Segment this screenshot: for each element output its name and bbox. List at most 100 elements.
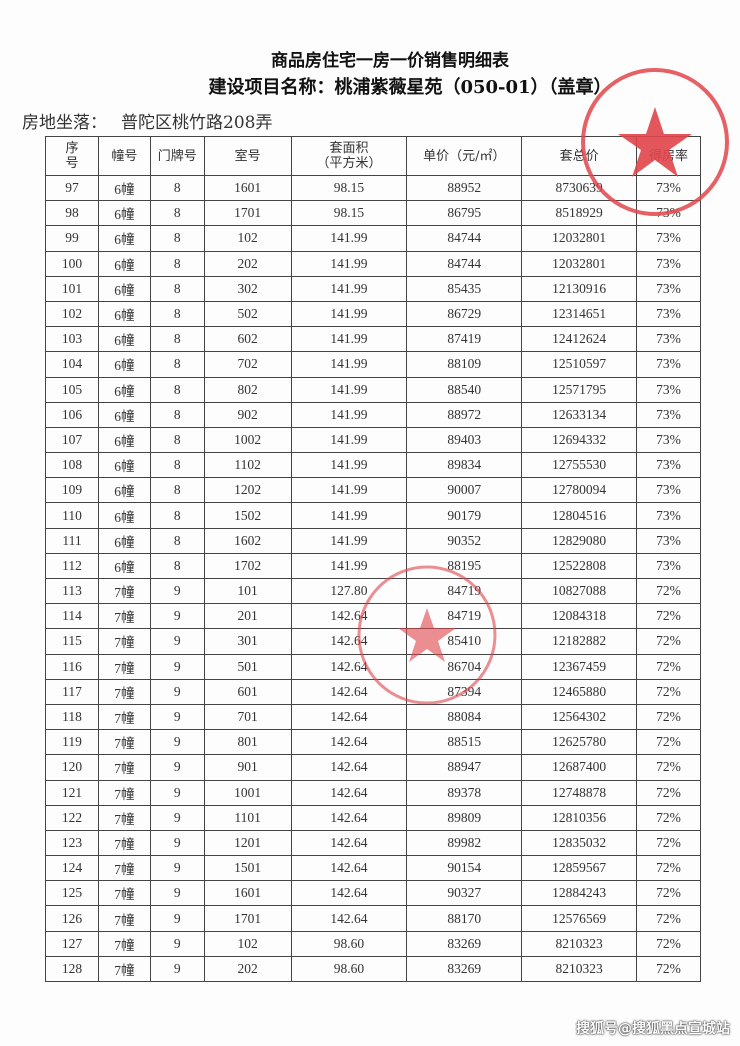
table-row: 111 6幢 8 1602 141.99 90352 12829080 73%: [45, 527, 701, 554]
table-cell: 12084318: [521, 603, 638, 630]
table-cell: 701: [203, 703, 292, 731]
table-cell: 9: [149, 905, 205, 932]
table-row: 99 6幢 8 102 141.99 84744 12032801 73%: [45, 225, 701, 252]
table-cell: 601: [203, 678, 292, 705]
table-row: 107 6幢 8 1002 141.99 89403 12694332 73%: [45, 426, 701, 454]
table-cell: 141.99: [290, 477, 408, 504]
table-cell: 111: [45, 527, 99, 554]
table-cell: 6幢: [97, 452, 151, 479]
table-cell: 126: [45, 905, 99, 932]
table-row: 121 7幢 9 1001 142.64 89378 12748878 72%: [45, 779, 701, 806]
table-cell: 110: [45, 502, 99, 529]
table-cell: 102: [45, 300, 99, 328]
table-cell: 8730639: [521, 174, 638, 202]
table-cell: 88540: [406, 376, 523, 403]
table-cell: 7幢: [97, 577, 151, 605]
column-header: 门牌号: [149, 136, 205, 176]
table-cell: 7幢: [97, 729, 151, 756]
table-cell: 98.15: [290, 200, 408, 227]
sales-detail-table: 序号幢号 门牌号 室号 套面积 （平方米） 单价（元/㎡） 套总价 得房率 97 6幢 8 1601…: [45, 136, 701, 983]
table-cell: 141.99: [290, 250, 408, 277]
table-row: 117 7幢 9 601 142.64 87394 12465880 72%: [45, 678, 701, 705]
table-cell: 8: [149, 351, 205, 378]
column-header: 室号: [203, 136, 292, 176]
table-row: 122 7幢 9 1101 142.64 89809 12810356 72%: [45, 804, 701, 831]
table-cell: 90327: [406, 880, 523, 907]
table-cell: 142.64: [290, 905, 408, 932]
table-cell: 106: [45, 401, 99, 428]
table-cell: 6幢: [97, 351, 151, 378]
table-cell: 114: [45, 603, 99, 630]
table-cell: 8518929: [521, 200, 638, 227]
table-cell: 142.64: [290, 678, 408, 705]
table-cell: 1701: [203, 200, 292, 227]
table-cell: 102: [203, 225, 292, 252]
table-cell: 141.99: [290, 502, 408, 529]
table-cell: 141.99: [290, 326, 408, 353]
table-cell: 103: [45, 326, 99, 353]
table-cell: 8: [149, 200, 205, 227]
table-cell: 142.64: [290, 603, 408, 630]
table-cell: 72%: [636, 603, 701, 630]
table-cell: 202: [203, 955, 292, 983]
table-cell: 141.99: [290, 527, 408, 554]
table-cell: 141.99: [290, 552, 408, 580]
table-cell: 113: [45, 577, 99, 605]
table-cell: 127: [45, 930, 99, 957]
table-row: 127 7幢 9 102 98.60 83269 8210323 72%: [45, 930, 701, 957]
table-cell: 72%: [636, 703, 701, 731]
table-row: 104 6幢 8 702 141.99 88109 12510597 73%: [45, 351, 701, 378]
table-cell: 142.64: [290, 729, 408, 756]
table-cell: 141.99: [290, 300, 408, 328]
table-row: 128 7幢 9 202 98.60 83269 8210323 72%: [45, 955, 701, 983]
table-cell: 12367459: [521, 653, 638, 680]
table-cell: 142.64: [290, 855, 408, 882]
table-cell: 142.64: [290, 703, 408, 731]
table-cell: 1601: [203, 880, 292, 907]
table-row: 98 6幢 8 1701 98.15 86795 8518929 73%: [45, 200, 701, 227]
table-row: 112 6幢 8 1702 141.99 88195 12522808 73%: [45, 552, 701, 580]
table-row: 105 6幢 8 802 141.99 88540 12571795 73%: [45, 376, 701, 403]
table-cell: 72%: [636, 829, 701, 857]
table-cell: 12412624: [521, 326, 638, 353]
table-cell: 7幢: [97, 754, 151, 781]
table-cell: 98.60: [290, 955, 408, 983]
table-cell: 90154: [406, 855, 523, 882]
table-cell: 122: [45, 804, 99, 831]
table-cell: 6幢: [97, 502, 151, 529]
table-cell: 8210323: [521, 955, 638, 983]
table-cell: 73%: [636, 401, 701, 428]
table-row: 113 7幢 9 101 127.80 84719 10827088 72%: [45, 577, 701, 605]
table-cell: 142.64: [290, 653, 408, 680]
table-cell: 1102: [203, 452, 292, 479]
table-cell: 142.64: [290, 804, 408, 831]
table-cell: 87394: [406, 678, 523, 705]
table-cell: 72%: [636, 955, 701, 983]
table-cell: 88170: [406, 905, 523, 932]
table-cell: 12576569: [521, 905, 638, 932]
table-cell: 6幢: [97, 477, 151, 504]
table-cell: 73%: [636, 376, 701, 403]
table-cell: 124: [45, 855, 99, 882]
table-cell: 101: [45, 275, 99, 302]
table-cell: 502: [203, 300, 292, 328]
table-cell: 105: [45, 376, 99, 403]
table-cell: 99: [45, 225, 99, 252]
table-cell: 84719: [406, 577, 523, 605]
table-cell: 108: [45, 452, 99, 479]
table-cell: 73%: [636, 527, 701, 554]
table-cell: 8: [149, 527, 205, 554]
column-header: 幢号: [97, 136, 151, 176]
table-cell: 118: [45, 703, 99, 731]
table-cell: 7幢: [97, 955, 151, 983]
table-cell: 6幢: [97, 401, 151, 428]
table-cell: 901: [203, 754, 292, 781]
table-cell: 6幢: [97, 275, 151, 302]
table-cell: 9: [149, 829, 205, 857]
table-cell: 89809: [406, 804, 523, 831]
table-cell: 1101: [203, 804, 292, 831]
table-cell: 6幢: [97, 527, 151, 554]
table-cell: 86704: [406, 653, 523, 680]
table-cell: 72%: [636, 930, 701, 957]
table-cell: 1502: [203, 502, 292, 529]
